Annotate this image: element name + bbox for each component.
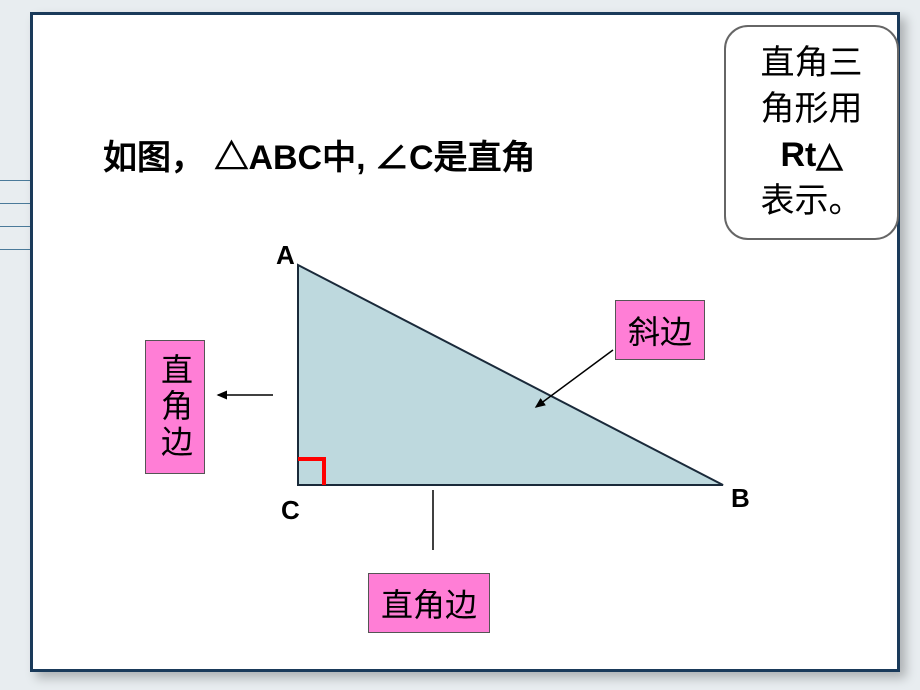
arrow-hypotenuse [536,350,613,407]
triangle-abc [298,265,723,485]
label-hypotenuse: 斜边 [615,300,705,360]
label-leg-left: 直角边 [145,340,205,474]
vertex-c-label: C [281,495,300,526]
vertex-a-label: A [276,240,295,271]
vertex-b-label: B [731,483,750,514]
slide-card: 如图， △ABC中, ∠C是直角 直角三 角形用 Rt△ 表示。 A B C 斜… [30,12,900,672]
decorative-bg-lines [0,180,30,272]
label-leg-bottom: 直角边 [368,573,490,633]
